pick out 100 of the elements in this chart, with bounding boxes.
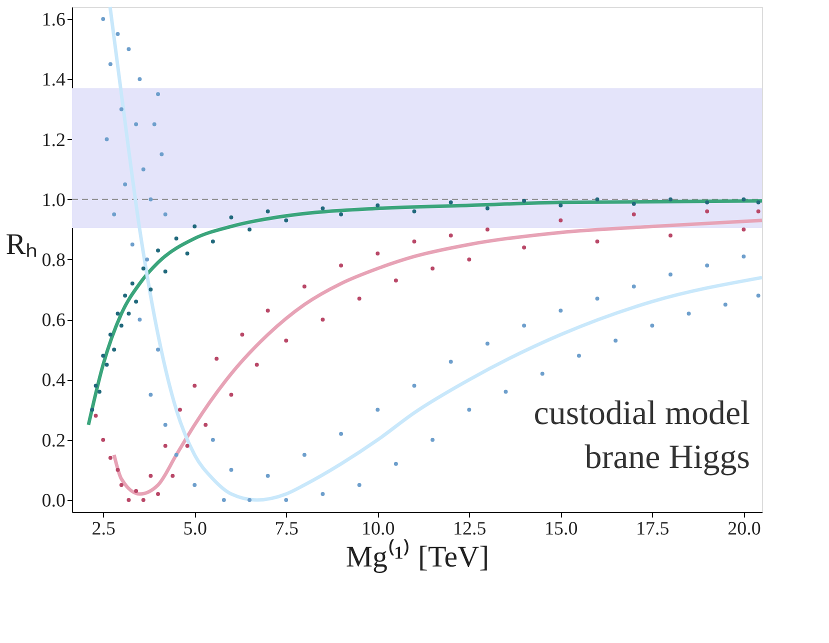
point (210, 438, 215, 442)
point (302, 452, 306, 457)
point (138, 318, 142, 322)
point (185, 444, 190, 448)
line-series (86, 199, 764, 427)
point (742, 254, 746, 258)
point (595, 296, 600, 301)
point (210, 239, 215, 244)
point (104, 362, 109, 367)
point (522, 198, 526, 203)
point (174, 236, 178, 240)
point (339, 212, 344, 216)
point (192, 224, 197, 228)
point (485, 227, 490, 232)
point (229, 468, 234, 472)
point (248, 498, 252, 502)
point (756, 294, 760, 298)
point (126, 312, 131, 316)
x-tick-label: 10.0 (362, 518, 395, 540)
point (756, 200, 760, 204)
point (134, 122, 138, 126)
point (632, 202, 636, 206)
point (163, 444, 168, 448)
point (170, 474, 175, 478)
point (467, 258, 472, 262)
point (126, 498, 131, 502)
point (116, 32, 120, 36)
point (357, 482, 362, 487)
point (112, 212, 116, 216)
point (705, 264, 710, 268)
point (222, 498, 226, 502)
point (112, 348, 116, 352)
point (108, 456, 112, 460)
point (558, 203, 563, 208)
point (134, 300, 138, 304)
point (138, 77, 142, 82)
point (94, 414, 98, 418)
y-tick-label: 0.6 (42, 310, 66, 332)
point (119, 324, 124, 328)
point (104, 137, 109, 142)
y-tick-label: 1.4 (42, 70, 66, 91)
point (448, 360, 453, 364)
point (504, 390, 508, 394)
point (123, 182, 128, 186)
point (97, 390, 102, 394)
point (522, 245, 526, 250)
point (148, 474, 153, 478)
point (123, 294, 128, 298)
point (558, 308, 563, 313)
point (376, 408, 380, 412)
point (742, 197, 746, 202)
point (116, 312, 120, 316)
point (430, 438, 435, 442)
point (668, 197, 672, 202)
x-tick-label: 5.0 (183, 518, 207, 540)
point (148, 288, 153, 292)
x-tick-label: 2.5 (92, 518, 116, 540)
point (756, 209, 760, 214)
point (412, 384, 416, 388)
point (632, 212, 636, 216)
point (266, 474, 270, 478)
point (214, 356, 219, 361)
y-tick-label: 1.0 (42, 190, 66, 211)
point (130, 242, 134, 246)
point (178, 408, 182, 412)
point (94, 384, 98, 388)
point (614, 338, 618, 343)
point (302, 284, 306, 289)
x-tick-label: 17.5 (636, 518, 670, 540)
point (723, 302, 728, 307)
point (339, 432, 344, 436)
point (650, 324, 654, 328)
line-series (112, 218, 764, 496)
point (101, 354, 106, 358)
point (148, 197, 153, 202)
point (448, 200, 453, 204)
point (163, 212, 168, 216)
point (412, 239, 416, 244)
point (141, 266, 146, 271)
point (229, 392, 234, 397)
point (148, 392, 153, 397)
point (266, 308, 270, 313)
point (156, 248, 160, 252)
point (320, 206, 325, 210)
point (705, 209, 710, 214)
point (394, 462, 398, 466)
point (254, 362, 259, 367)
y-tick-label: 0.8 (42, 250, 66, 271)
point (152, 122, 156, 126)
point (163, 422, 168, 427)
point (240, 332, 244, 337)
point (145, 258, 150, 262)
point (522, 324, 526, 328)
point (448, 233, 453, 238)
point (357, 296, 362, 301)
point (558, 218, 563, 222)
y-tick-label: 0.2 (42, 430, 66, 452)
point (320, 492, 325, 496)
point (376, 203, 380, 208)
point (156, 348, 160, 352)
